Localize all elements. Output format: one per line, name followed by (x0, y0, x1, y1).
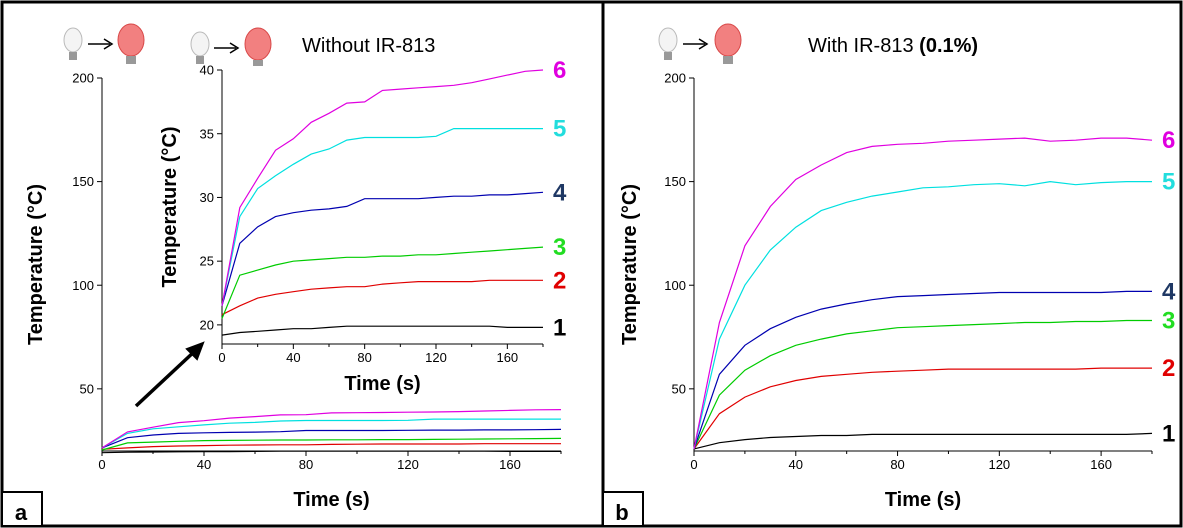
series-label-5: 5 (553, 116, 566, 143)
y-tick-label: 50 (80, 381, 94, 396)
series-line-1 (693, 432, 1153, 450)
zoom-arrow-icon (134, 341, 205, 408)
y-tick-label: 200 (664, 71, 686, 86)
series-line-6 (693, 137, 1153, 450)
series-line-2 (221, 279, 543, 316)
panel-a-title: Without IR-813 (302, 35, 435, 57)
x-tick-label: 160 (1090, 457, 1112, 472)
x-axis-label: Time (s) (293, 489, 369, 511)
series-label-6: 6 (553, 57, 566, 84)
y-tick-label: 30 (200, 190, 214, 205)
y-tick-label: 150 (72, 174, 94, 189)
panel-b-title: With IR-813 (0.1%) (808, 35, 978, 57)
bulb-off-to-on-icon (190, 27, 272, 68)
series-line-6 (221, 69, 544, 306)
series-line-3 (693, 319, 1152, 450)
y-tick-label: 100 (664, 278, 686, 293)
y-axis-label: Temperature (°C) (25, 184, 47, 345)
x-tick-label: 0 (218, 350, 225, 365)
x-tick-label: 80 (890, 457, 904, 472)
x-tick-label: 0 (98, 457, 105, 472)
series-line-1 (101, 450, 561, 454)
series-line-5 (221, 128, 543, 306)
series-label-5: 5 (1162, 169, 1175, 196)
series-line-6 (101, 409, 562, 449)
y-tick-label: 35 (200, 126, 214, 141)
x-tick-label: 120 (425, 350, 447, 365)
series-line-4 (693, 290, 1152, 450)
series-line-3 (221, 246, 544, 319)
y-tick-label: 100 (72, 278, 94, 293)
y-axis-label: Temperature (°C) (159, 127, 181, 288)
x-tick-label: 0 (690, 457, 697, 472)
panel-b-plot: 0 40 80 120 160 50 100 150 200 Time (s) Temperatur… (619, 71, 1176, 511)
y-tick-label: 200 (72, 71, 94, 86)
x-tick-label: 40 (789, 457, 803, 472)
series-line-1 (221, 325, 543, 336)
panel-a-letter-box (1, 491, 43, 527)
x-tick-label: 160 (496, 350, 518, 365)
series-line-5 (693, 180, 1152, 450)
x-tick-label: 40 (286, 350, 300, 365)
panel-b-letter: b (615, 500, 628, 525)
y-axis-label: Temperature (°C) (619, 184, 641, 345)
series-line-2 (693, 367, 1152, 450)
x-tick-label: 40 (197, 457, 211, 472)
x-axis-label: Time (s) (344, 373, 420, 395)
x-tick-label: 80 (299, 457, 313, 472)
panel-a-letter: a (15, 500, 28, 525)
y-tick-label: 20 (200, 317, 214, 332)
series-label-2: 2 (1162, 355, 1175, 382)
series-line-5 (101, 418, 561, 449)
x-tick-label: 120 (397, 457, 419, 472)
y-tick-label: 25 (200, 254, 214, 269)
series-label-6: 6 (1162, 127, 1175, 154)
series-label-3: 3 (553, 234, 566, 261)
x-tick-label: 120 (988, 457, 1010, 472)
x-axis-label: Time (s) (885, 489, 961, 511)
y-tick-label: 150 (664, 174, 686, 189)
y-tick-label: 50 (672, 381, 686, 396)
series-label-3: 3 (1162, 307, 1175, 334)
panel-b-border (601, 0, 1183, 528)
series-label-4: 4 (553, 179, 567, 206)
series-line-3 (101, 437, 562, 451)
x-tick-label: 80 (357, 350, 371, 365)
series-line-4 (101, 428, 562, 449)
series-label-1: 1 (1162, 420, 1175, 447)
y-tick-label: 40 (200, 63, 214, 78)
bulb-off-to-on-icon (63, 23, 145, 64)
inset-background (207, 66, 571, 402)
series-line-4 (221, 191, 544, 306)
series-line-2 (101, 443, 561, 450)
x-tick-label: 160 (499, 457, 521, 472)
bulb-off-to-on-icon (658, 23, 742, 64)
series-label-2: 2 (553, 267, 566, 294)
panel-b-letter-box (602, 491, 644, 527)
series-label-1: 1 (553, 314, 566, 341)
series-label-4: 4 (1162, 278, 1176, 305)
